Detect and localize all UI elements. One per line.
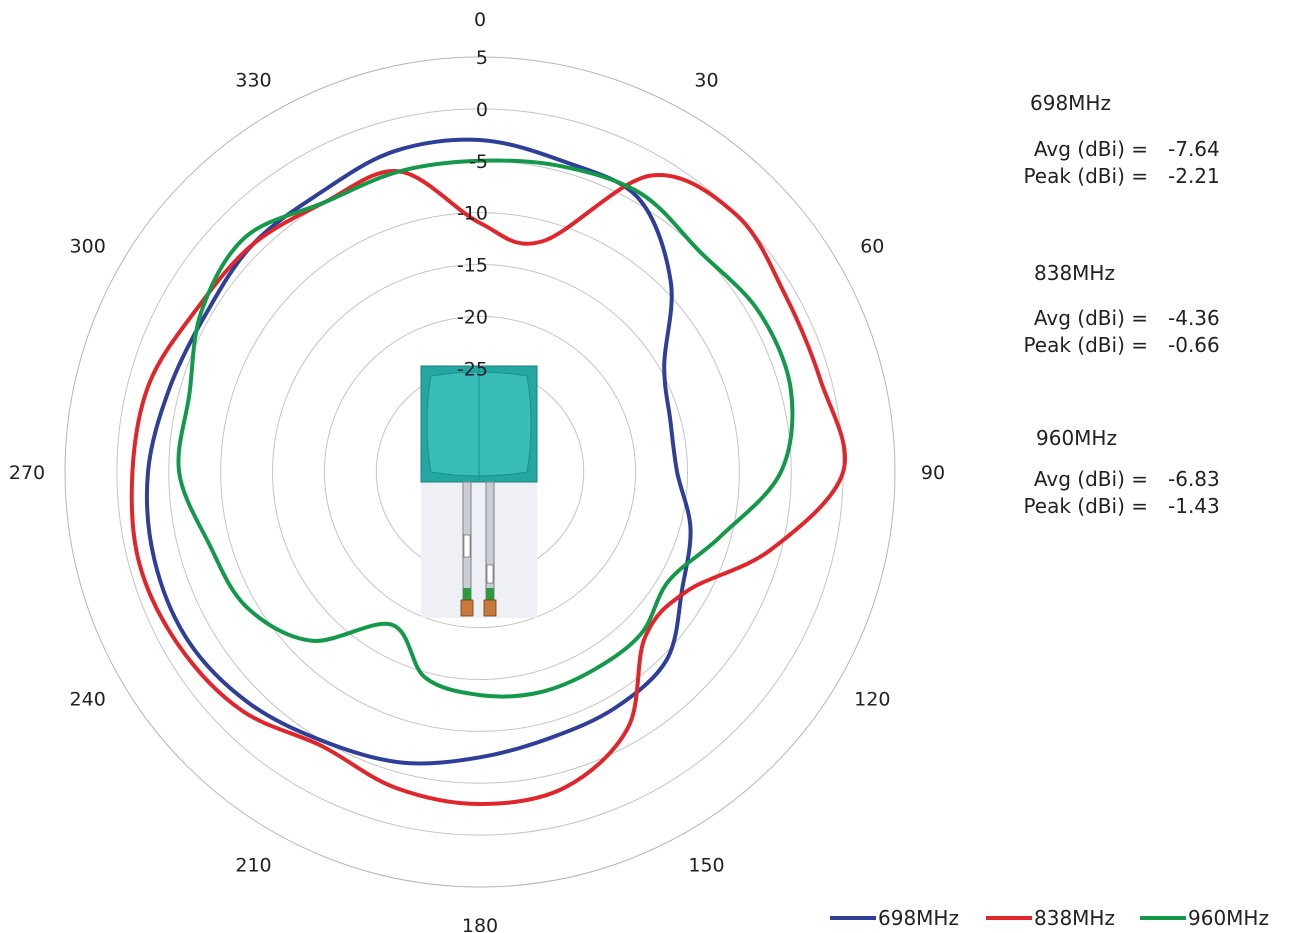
stats-freq: 698MHz [1030,91,1111,115]
avg-label: Avg (dBi) = [1033,137,1148,161]
stats-freq: 960MHz [1036,426,1117,450]
avg-value: -6.83 [1168,467,1220,491]
grid-ring [272,264,688,680]
radial-tick-label: -25 [457,358,488,380]
angle-tick-label: 90 [921,462,945,484]
radial-tick-label: 5 [476,47,488,69]
radial-tick-label: 0 [476,99,488,121]
radial-tick-label: -5 [469,151,488,173]
angle-tick-label: 180 [462,915,498,933]
angle-tick-label: 210 [235,854,271,876]
grid-ring [220,212,740,732]
legend-swatch [830,915,876,920]
peak-value: -2.21 [1168,164,1220,188]
series-line-838MHz [129,169,847,806]
legend-swatch [986,915,1032,920]
radial-tick-label: -10 [457,203,488,225]
angle-tick-label: 0 [474,9,486,31]
series-line-698MHz [144,137,693,766]
avg-value: -7.64 [1168,137,1220,161]
legend-label: 960MHz [1188,906,1269,930]
stats-freq: 838MHz [1034,261,1115,285]
peak-label: Peak (dBi) = [1023,333,1148,357]
angle-tick-label: 240 [70,689,106,711]
peak-label: Peak (dBi) = [1023,164,1148,188]
angle-tick-label: 60 [860,236,884,258]
grid-ring [323,315,637,629]
angle-tick-label: 270 [9,462,45,484]
legend-item-960: 960MHz [1140,906,1269,930]
angle-tick-label: 150 [688,854,724,876]
peak-label: Peak (dBi) = [1023,494,1148,518]
avg-value: -4.36 [1168,306,1220,330]
peak-value: -1.43 [1168,494,1220,518]
radial-tick-label: -20 [457,306,488,328]
legend-label: 698MHz [878,906,959,930]
series-layer [129,137,847,806]
angle-tick-label: 30 [694,70,718,92]
avg-label: Avg (dBi) = [1033,467,1148,491]
antenna-image [420,365,538,618]
legend-item-838: 838MHz [986,906,1115,930]
legend-label: 838MHz [1034,906,1115,930]
angle-tick-label: 120 [854,689,890,711]
radial-tick-label: -15 [457,255,488,277]
legend-item-698: 698MHz [830,906,959,930]
legend-swatch [1140,915,1186,920]
series-line-960MHz [176,158,795,699]
angle-tick-label: 330 [235,70,271,92]
angle-tick-label: 300 [70,236,106,258]
grid-ring [64,56,896,888]
avg-label: Avg (dBi) = [1033,306,1148,330]
angle-tick-labels: 0 30 60 90 120 150 180 210 240 270 300 330 [9,9,945,933]
peak-value: -0.66 [1168,333,1220,357]
radial-tick-labels: 5 0 -5 -10 -15 -20 -25 [457,47,488,380]
